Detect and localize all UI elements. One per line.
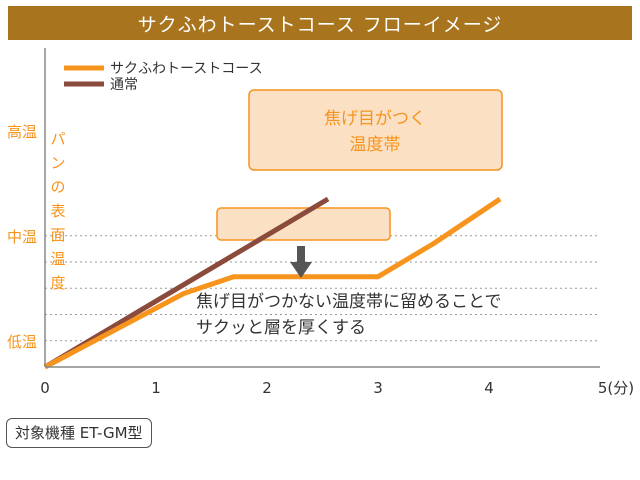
series-line-0 (43, 196, 502, 370)
down-arrow-icon (297, 246, 305, 264)
x-unit-label: 5(分) (598, 379, 634, 397)
down-arrow-icon (290, 262, 312, 278)
hold-band-box (216, 207, 391, 241)
y-level-label: 中温 (7, 228, 37, 246)
hold-note-text: 焦げ目がつかない温度帯に留めることで (196, 292, 502, 312)
browning-band-box (248, 89, 503, 171)
legend-label: サクふわトーストコース (110, 61, 263, 77)
y-label-char: 面 (50, 226, 65, 244)
chart-title: サクふわトーストコース フローイメージ (8, 6, 632, 40)
legend-label: 通常 (110, 77, 138, 93)
x-tick-label: 0 (40, 379, 50, 397)
y-level-label: 高温 (7, 123, 37, 141)
x-tick-label: 1 (151, 379, 161, 397)
y-label-char: の (50, 178, 65, 196)
browning-band-text: 焦げ目がつく (324, 109, 426, 129)
x-tick-label: 3 (373, 379, 383, 397)
y-label-char: 表 (50, 202, 65, 220)
model-note: 対象機種 ET-GM型 (6, 418, 152, 448)
y-label-char: 温 (50, 250, 65, 268)
browning-band-text: 温度帯 (350, 135, 401, 155)
y-level-label: 低温 (7, 333, 37, 351)
y-label-char: パ (50, 130, 65, 148)
series-line-1 (43, 196, 330, 370)
x-tick-label: 4 (484, 379, 494, 397)
y-label-char: ン (50, 154, 65, 172)
hold-note-text: サクッと層を厚くする (196, 318, 366, 338)
y-label-char: 度 (50, 274, 65, 292)
x-tick-label: 2 (262, 379, 272, 397)
